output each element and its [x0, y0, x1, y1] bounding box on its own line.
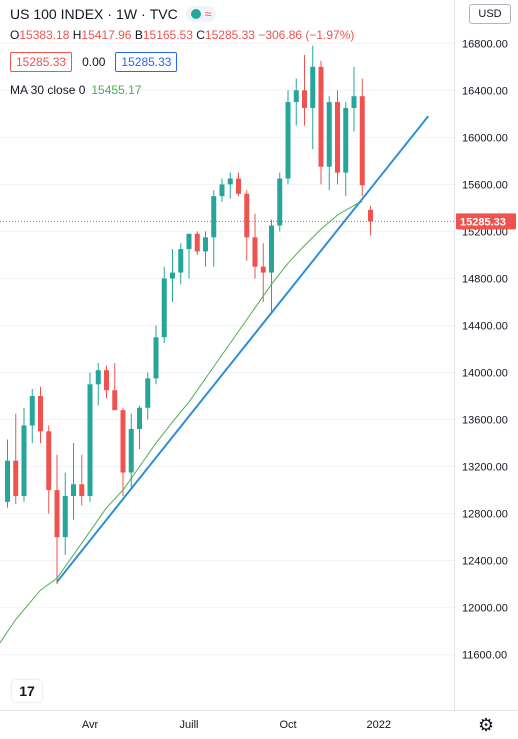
candle-body	[128, 428, 134, 473]
x-tick-label: Oct	[279, 719, 296, 731]
symbol-title[interactable]: US 100 INDEX	[10, 6, 104, 22]
candle-body	[326, 102, 332, 167]
candle-body	[203, 237, 208, 252]
x-tick-label: Avr	[82, 719, 99, 731]
candle-body	[293, 90, 299, 103]
currency-button[interactable]: USD	[469, 4, 511, 24]
high-value: 15417.96	[81, 28, 132, 42]
y-tick-label: 14000.00	[462, 368, 508, 380]
y-tick-label: 16800.00	[462, 38, 508, 50]
last-price-badge	[456, 213, 516, 230]
y-tick-label: 11600.00	[462, 650, 507, 662]
close-label: C	[196, 28, 205, 42]
candle-body	[120, 410, 126, 473]
buy-button[interactable]: 15285.33	[115, 52, 178, 72]
interval-label[interactable]: 1W	[116, 6, 138, 22]
open-label: O	[10, 28, 20, 42]
ma-label: MA 30 close 0	[10, 83, 86, 97]
close-value: 15285.33	[204, 28, 255, 42]
candle-body	[318, 66, 324, 167]
open-value: 15383.18	[19, 28, 70, 42]
y-tick-label: 16000.00	[462, 132, 508, 144]
trade-buttons: 15285.33 0.00 15285.33	[10, 52, 178, 72]
ma-legend[interactable]: MA 30 close 0 15455.17	[10, 83, 141, 97]
candle-body	[227, 178, 233, 185]
y-tick-label: 15200.00	[462, 226, 508, 238]
trendline	[56, 115, 430, 583]
candle-body	[170, 272, 175, 279]
last-price-label: 15285.33	[460, 216, 506, 228]
y-tick-label: 14800.00	[462, 273, 508, 285]
candle-body	[62, 495, 68, 538]
source-label: TVC	[149, 6, 178, 22]
candle-body	[252, 237, 258, 267]
candle-body	[359, 96, 365, 186]
candle-body	[161, 278, 167, 338]
candle-body	[343, 107, 349, 173]
candle-body	[368, 209, 373, 222]
candle-body	[21, 425, 27, 496]
candle-body	[236, 178, 241, 194]
gear-icon[interactable]: ⚙	[478, 715, 495, 735]
x-tick-label: Juill	[180, 719, 199, 731]
candle-body	[219, 184, 225, 197]
y-tick-label: 14400.00	[462, 320, 508, 332]
y-tick-label: 16400.00	[462, 85, 508, 97]
low-label: B	[134, 28, 143, 42]
candle-body	[29, 396, 35, 426]
candle-body	[335, 102, 340, 173]
candle-body	[285, 102, 291, 179]
ma30-line	[0, 200, 363, 644]
candle-body	[13, 460, 19, 496]
spread-value: 0.00	[82, 55, 106, 69]
change-value: −306.86 (−1.97%)	[258, 28, 355, 42]
candle-body	[87, 384, 93, 496]
candle-body	[244, 193, 250, 238]
candle-body	[211, 196, 217, 238]
separator: ·	[107, 6, 113, 22]
y-tick-label: 12800.00	[462, 509, 508, 521]
candle-body	[194, 233, 200, 252]
market-status-icon	[190, 9, 201, 19]
y-tick-label: 13600.00	[462, 415, 508, 427]
candle-body	[260, 266, 266, 273]
candle-body	[71, 484, 76, 496]
candle-body	[269, 225, 274, 273]
x-tick-label: 2022	[367, 719, 391, 731]
tradingview-logo-icon[interactable]: 17	[12, 680, 42, 702]
candle-body	[186, 233, 192, 250]
candle-body	[54, 490, 60, 538]
candle-body	[46, 431, 52, 491]
sell-button[interactable]: 15285.33	[10, 52, 73, 72]
ohlc-values: O 15383.18 H 15417.96 B 15165.53 C 15285.33 …	[10, 28, 354, 42]
chart-header: US 100 INDEX · 1W · TVC ≈	[10, 6, 217, 22]
candle-body	[153, 337, 159, 379]
candle-body	[277, 178, 283, 226]
candle-body	[112, 390, 118, 411]
high-label: H	[72, 28, 82, 42]
candle-body	[178, 249, 184, 273]
y-tick-label: 13200.00	[462, 462, 508, 474]
candle-body	[302, 90, 307, 108]
candle-body	[310, 66, 316, 108]
y-tick-label: 12400.00	[462, 556, 508, 568]
candle-body	[145, 378, 151, 408]
y-tick-label: 12000.00	[462, 603, 508, 615]
separator: ·	[141, 6, 146, 22]
market-status[interactable]: ≈	[185, 6, 217, 22]
candle-body	[104, 370, 109, 391]
candle-body	[38, 396, 43, 432]
candle-body	[5, 460, 10, 502]
ma-value: 15455.17	[91, 83, 142, 97]
candle-body	[79, 484, 85, 496]
candle-body	[351, 96, 357, 108]
candle-body	[95, 370, 101, 385]
low-value: 15165.53	[142, 28, 193, 42]
wave-icon: ≈	[204, 7, 212, 21]
candle-body	[137, 407, 142, 429]
y-tick-label: 15600.00	[462, 179, 508, 191]
